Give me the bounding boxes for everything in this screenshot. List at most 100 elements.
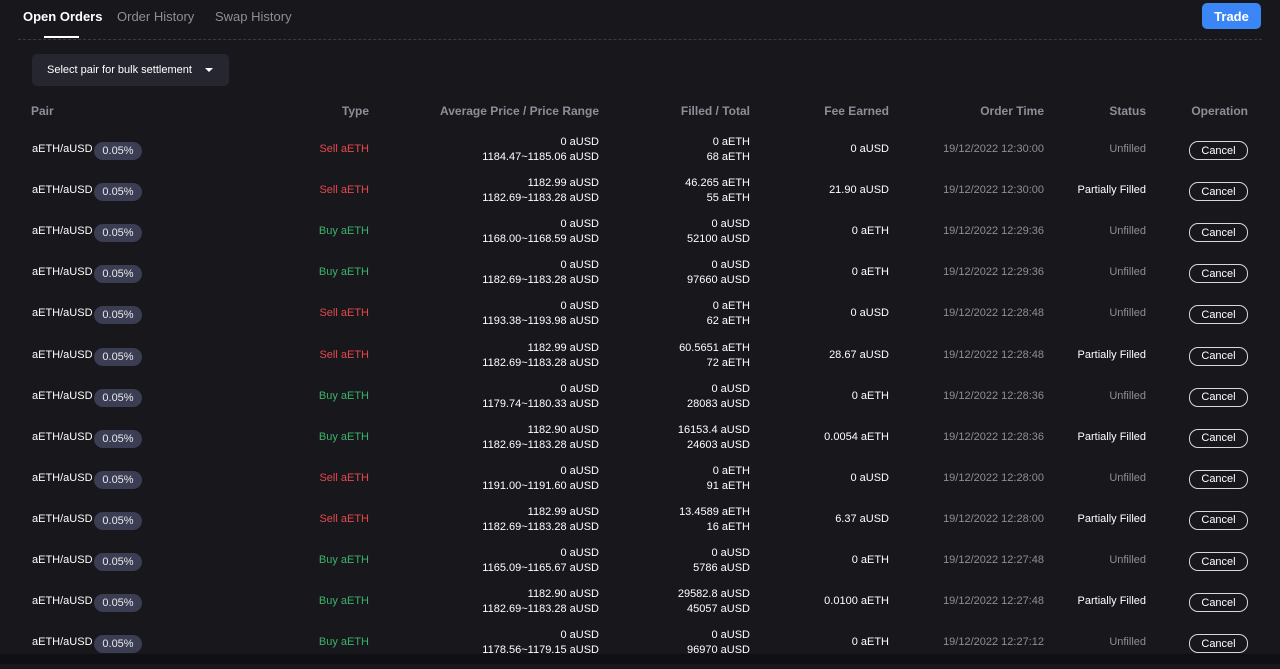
filled-cell: 13.4589 aETH 16 aETH — [679, 505, 750, 535]
status-text: Partially Filled — [1077, 512, 1146, 525]
fee-earned: 0 aETH — [851, 636, 889, 649]
order-type: Buy aETH — [318, 554, 369, 566]
order-time: 19/12/2022 12:30:00 — [943, 184, 1044, 197]
filled-cell: 0 aUSD 52100 aUSD — [687, 217, 750, 247]
status-text: Unfilled — [1109, 266, 1146, 279]
fee-earned: 0 aUSD — [850, 143, 889, 155]
status-text: Partially Filled — [1077, 348, 1146, 361]
pair-name: aETH/aUSD — [32, 184, 93, 197]
column-header-filled[interactable]: Filled / Total — [680, 104, 750, 118]
cancel-button[interactable]: Cancel — [1189, 634, 1248, 654]
cancel-button[interactable]: Cancel — [1189, 182, 1248, 202]
filled-amount: 60.5651 aETH — [679, 341, 750, 354]
average-price: 0 aUSD — [560, 629, 599, 642]
chevron-down-icon — [205, 68, 213, 72]
status-text: Unfilled — [1109, 554, 1146, 566]
average-price: 0 aUSD — [560, 547, 599, 559]
status-text: Partially Filled — [1077, 430, 1146, 443]
table-row: aETH/aUSD 0.05% Buy aETH 0 aUSD 1179.74~1180… — [0, 382, 1280, 423]
average-price: 1182.99 aUSD — [527, 505, 599, 518]
tab-open-orders[interactable]: Open Orders — [23, 9, 103, 24]
order-time: 19/12/2022 12:28:00 — [943, 512, 1044, 525]
pair-name: aETH/aUSD — [32, 266, 93, 279]
price-cell: 1182.99 aUSD 1182.69~1183.28 aUSD — [482, 505, 599, 535]
total-amount: 52100 aUSD — [687, 233, 750, 246]
price-cell: 1182.99 aUSD 1182.69~1183.28 aUSD — [482, 341, 599, 371]
status-text: Unfilled — [1109, 636, 1146, 649]
total-amount: 24603 aUSD — [687, 438, 750, 451]
table-row: aETH/aUSD 0.05% Sell aETH 0 aUSD 1184.47~118… — [0, 135, 1280, 176]
pair-name: aETH/aUSD — [32, 512, 93, 525]
cancel-button[interactable]: Cancel — [1189, 428, 1248, 448]
filled-cell: 0 aETH 62 aETH — [707, 299, 750, 329]
fee-tier-badge: 0.05% — [94, 183, 142, 202]
column-header-pair[interactable]: Pair — [31, 104, 54, 118]
average-price: 0 aUSD — [560, 300, 599, 313]
column-header-type[interactable]: Type — [341, 104, 369, 118]
cancel-button[interactable]: Cancel — [1189, 264, 1248, 284]
order-time: 19/12/2022 12:27:48 — [943, 554, 1044, 566]
fee-tier-badge: 0.05% — [94, 347, 142, 366]
filled-amount: 16153.4 aUSD — [677, 423, 750, 436]
cancel-button[interactable]: Cancel — [1189, 552, 1248, 571]
status-text: Partially Filled — [1077, 184, 1146, 197]
cancel-button[interactable]: Cancel — [1189, 223, 1248, 243]
tab-bar: Open Orders Order History Swap History T… — [0, 0, 1280, 40]
price-range: 1178.56~1179.15 aUSD — [482, 644, 599, 657]
order-type: Sell aETH — [319, 348, 369, 361]
order-time: 19/12/2022 12:27:12 — [943, 636, 1044, 649]
fee-tier-badge: 0.05% — [94, 594, 142, 613]
fee-tier-badge: 0.05% — [94, 635, 142, 654]
cancel-button[interactable]: Cancel — [1189, 346, 1248, 366]
fee-earned: 21.90 aUSD — [829, 184, 889, 197]
pair-name: aETH/aUSD — [32, 595, 93, 608]
column-header-operation[interactable]: Operation — [1191, 104, 1248, 118]
column-header-fee[interactable]: Fee Earned — [824, 104, 889, 118]
pair-name: aETH/aUSD — [32, 143, 93, 155]
column-header-time[interactable]: Order Time — [980, 104, 1044, 118]
trade-button[interactable]: Trade — [1202, 3, 1261, 29]
order-time: 19/12/2022 12:28:00 — [943, 471, 1044, 484]
order-type: Sell aETH — [319, 512, 369, 525]
average-price: 1182.99 aUSD — [527, 177, 599, 190]
price-cell: 0 aUSD 1165.09~1165.67 aUSD — [482, 546, 599, 576]
price-cell: 0 aUSD 1168.00~1168.59 aUSD — [482, 217, 599, 247]
filled-amount: 0 aETH — [712, 464, 750, 477]
order-time: 19/12/2022 12:28:48 — [943, 307, 1044, 320]
cancel-button[interactable]: Cancel — [1189, 593, 1248, 613]
filled-cell: 46.265 aETH 55 aETH — [685, 176, 750, 206]
cancel-button[interactable]: Cancel — [1189, 510, 1248, 530]
fee-earned: 0 aETH — [851, 554, 889, 566]
price-cell: 0 aUSD 1178.56~1179.15 aUSD — [482, 628, 599, 658]
price-cell: 1182.99 aUSD 1182.69~1183.28 aUSD — [482, 176, 599, 206]
order-time: 19/12/2022 12:28:48 — [943, 348, 1044, 361]
average-price: 0 aUSD — [560, 382, 599, 395]
filled-amount: 0 aETH — [712, 136, 750, 148]
table-row: aETH/aUSD 0.05% Buy aETH 0 aUSD 1165.09~1165… — [0, 546, 1280, 587]
active-tab-indicator — [44, 36, 79, 38]
cancel-button[interactable]: Cancel — [1189, 469, 1248, 489]
page-bottom-edge — [0, 654, 1280, 664]
table-row: aETH/aUSD 0.05% Sell aETH 1182.99 aUSD 1182.… — [0, 176, 1280, 217]
cancel-button[interactable]: Cancel — [1189, 387, 1248, 407]
order-type: Sell aETH — [319, 307, 369, 320]
bulk-settlement-select[interactable]: Select pair for bulk settlement — [32, 54, 229, 86]
filled-cell: 60.5651 aETH 72 aETH — [679, 341, 750, 371]
order-time: 19/12/2022 12:30:00 — [943, 143, 1044, 155]
column-header-status[interactable]: Status — [1109, 104, 1146, 118]
cancel-button[interactable]: Cancel — [1189, 305, 1248, 325]
column-header-price[interactable]: Average Price / Price Range — [440, 104, 599, 118]
total-amount: 68 aETH — [706, 151, 750, 163]
tab-order-history[interactable]: Order History — [117, 9, 195, 24]
table-row: aETH/aUSD 0.05% Buy aETH 1182.90 aUSD 1182.6… — [0, 587, 1280, 628]
order-type: Buy aETH — [318, 636, 369, 649]
status-text: Unfilled — [1109, 307, 1146, 320]
cancel-button[interactable]: Cancel — [1189, 141, 1248, 160]
filled-amount: 0 aETH — [712, 300, 750, 313]
price-cell: 0 aUSD 1191.00~1191.60 aUSD — [482, 464, 599, 494]
price-cell: 0 aUSD 1193.38~1193.98 aUSD — [482, 299, 599, 329]
filled-cell: 0 aUSD 97660 aUSD — [687, 258, 750, 288]
tab-swap-history[interactable]: Swap History — [215, 9, 292, 24]
order-time: 19/12/2022 12:28:36 — [943, 389, 1044, 402]
status-text: Partially Filled — [1077, 595, 1146, 608]
